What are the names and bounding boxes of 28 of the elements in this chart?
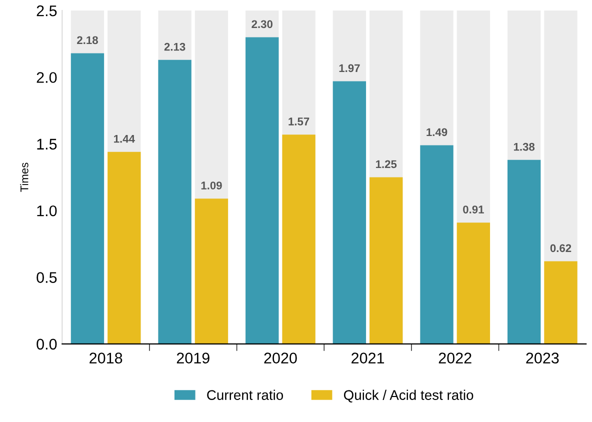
- bar: [544, 261, 578, 344]
- data-label: 1.25: [376, 160, 397, 168]
- data-label: 1.44: [114, 135, 135, 143]
- x-tick-label: 2021: [352, 352, 384, 364]
- data-label: 1.09: [201, 182, 222, 190]
- y-tick-label: 2.0: [36, 72, 57, 83]
- legend-label: Current ratio: [207, 390, 284, 400]
- y-tick-label: 1.5: [37, 138, 57, 150]
- y-tick-label: 2.5: [36, 5, 57, 16]
- data-label: 2.13: [164, 42, 186, 51]
- x-tick-label: 2023: [526, 352, 559, 364]
- data-label: 1.57: [288, 118, 310, 126]
- x-tick-label: 2018: [90, 352, 122, 364]
- data-label: 2.18: [77, 36, 98, 44]
- legend-label: Quick / Acid test ratio: [344, 390, 474, 402]
- data-label: 1.49: [426, 128, 448, 136]
- x-tick-label: 2022: [438, 352, 472, 364]
- data-label: 0.62: [550, 244, 572, 252]
- y-axis-title: Times: [20, 162, 28, 192]
- data-label: 1.38: [514, 142, 535, 151]
- x-tick-label: 2020: [264, 352, 297, 364]
- y-tick-label: 1.0: [37, 205, 57, 216]
- data-label: 2.30: [252, 20, 272, 28]
- data-label: 1.97: [339, 64, 360, 72]
- data-label: 0.91: [463, 206, 484, 214]
- x-tick-label: 2019: [176, 352, 210, 364]
- y-tick-label: 0.0: [36, 338, 57, 350]
- y-tick-label: 0.5: [36, 272, 57, 283]
